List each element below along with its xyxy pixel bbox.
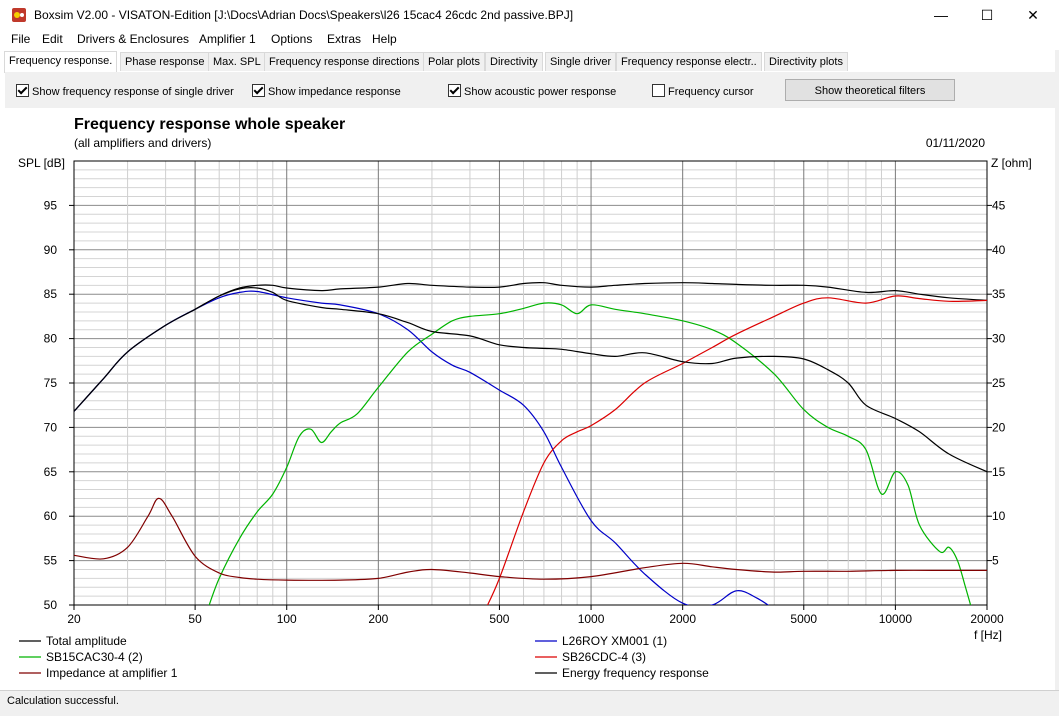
impedance-label: Show impedance response: [268, 86, 401, 98]
menu-file[interactable]: File: [11, 32, 31, 46]
series-line-impedance-at-amplifier-1: [74, 497, 987, 581]
y2-tick-label: 15: [992, 465, 1006, 479]
y-tick-label: 95: [44, 198, 58, 212]
acoustic-power-label: Show acoustic power response: [464, 86, 617, 98]
y-tick-label: 55: [44, 554, 58, 568]
y-tick-label: 70: [44, 420, 58, 434]
frequency-cursor-checkbox[interactable]: Frequency cursor: [652, 84, 754, 98]
y-tick-label: 90: [44, 243, 58, 257]
chart-grid: [73, 160, 988, 606]
menu-amplifier[interactable]: Amplifier 1: [199, 32, 256, 46]
y2-tick-label: 35: [992, 287, 1006, 301]
window-right-border: [1055, 50, 1059, 690]
checkbox-unchecked-icon[interactable]: [652, 84, 665, 97]
x-tick-label: 2000: [669, 612, 696, 626]
options-bar: Show frequency response of single driver…: [5, 72, 1055, 108]
y-tick-label: 85: [44, 287, 58, 301]
y-tick-label: 75: [44, 376, 58, 390]
x-tick-label: 20000: [970, 612, 1004, 626]
legend-label: Impedance at amplifier 1: [46, 666, 178, 680]
maximize-button[interactable]: ☐: [980, 7, 994, 23]
frequency-cursor-label: Frequency cursor: [668, 86, 754, 98]
y2-axis-label: Z [ohm]: [991, 156, 1032, 170]
x-axis-label: f [Hz]: [974, 628, 1002, 642]
series-line-energy-frequency-response: [74, 287, 987, 473]
chart-legend: Total amplitude SB15CAC30-4 (2) Impedance …: [19, 634, 709, 680]
chart-subtitle: (all amplifiers and drivers): [74, 136, 211, 150]
chart-ticks: 50 55 60 65 70 75 80 85 90 95 5 10 15 20 25 30 35 40 45 20 5…: [44, 198, 1006, 626]
chart-date: 01/11/2020: [926, 136, 985, 150]
frequency-response-chart: Frequency response whole speaker (all am…: [18, 116, 1032, 680]
tab-directivity[interactable]: Directivity: [485, 52, 543, 71]
single-driver-label: Show frequency response of single driver: [32, 86, 234, 98]
x-tick-label: 100: [277, 612, 297, 626]
tab-max-spl[interactable]: Max. SPL: [208, 52, 266, 71]
series-line-l26roy-xm001-1: [74, 290, 770, 605]
legend-label: SB15CAC30-4 (2): [46, 650, 143, 664]
y2-tick-label: 20: [992, 420, 1006, 434]
menu-help[interactable]: Help: [372, 32, 397, 46]
menu-extras[interactable]: Extras: [327, 32, 362, 46]
y2-tick-label: 5: [992, 554, 999, 568]
y-tick-label: 50: [44, 598, 58, 612]
plot-area: Frequency response whole speaker (all am…: [5, 108, 1055, 690]
series-line-sb26cdc-4-3: [486, 295, 987, 605]
x-tick-label: 50: [188, 612, 202, 626]
menu-edit[interactable]: Edit: [42, 32, 63, 46]
tab-frequency-response-directions[interactable]: Frequency response directions: [264, 52, 425, 71]
y-tick-label: 65: [44, 465, 58, 479]
y2-tick-label: 10: [992, 509, 1006, 523]
x-tick-label: 10000: [879, 612, 913, 626]
tab-bar: Frequency response. Phase response Max. …: [4, 51, 1055, 73]
minimize-button[interactable]: —: [934, 7, 948, 23]
status-bar: Calculation successful.: [0, 690, 1059, 711]
x-tick-label: 20: [67, 612, 81, 626]
checkbox-checked-icon[interactable]: [16, 84, 29, 97]
x-tick-label: 500: [489, 612, 509, 626]
tab-frequency-response-electrical[interactable]: Frequency response electr..: [616, 52, 762, 71]
close-button[interactable]: ✕: [1027, 7, 1039, 23]
tab-single-driver[interactable]: Single driver: [545, 52, 617, 71]
y2-tick-label: 40: [992, 243, 1006, 257]
impedance-checkbox[interactable]: Show impedance response: [252, 84, 401, 98]
single-driver-checkbox[interactable]: Show frequency response of single driver: [16, 84, 234, 98]
menu-drivers-enclosures[interactable]: Drivers & Enclosures: [77, 32, 190, 46]
y2-tick-label: 25: [992, 376, 1006, 390]
status-text: Calculation successful.: [7, 695, 119, 707]
bottom-strip: [0, 710, 1059, 716]
series-line-sb15cac30-4-2: [208, 302, 972, 605]
window-title: Boxsim V2.00 - VISATON-Edition [J:\Docs\…: [34, 8, 574, 22]
legend-label: SB26CDC-4 (3): [562, 650, 646, 664]
tab-polar-plots[interactable]: Polar plots: [423, 52, 485, 71]
legend-label: L26ROY XM001 (1): [562, 634, 667, 648]
y-tick-label: 80: [44, 332, 58, 346]
y-axis-label: SPL [dB]: [18, 156, 65, 170]
chart-title: Frequency response whole speaker: [74, 116, 345, 133]
tab-frequency-response[interactable]: Frequency response.: [4, 51, 118, 72]
menu-bar: File Edit Drivers & Enclosures Amplifier…: [0, 30, 1059, 50]
x-tick-label: 5000: [790, 612, 817, 626]
tab-directivity-plots[interactable]: Directivity plots: [764, 52, 848, 71]
x-tick-label: 200: [368, 612, 388, 626]
legend-label: Energy frequency response: [562, 666, 709, 680]
x-tick-label: 1000: [578, 612, 605, 626]
checkbox-checked-icon[interactable]: [448, 84, 461, 97]
acoustic-power-checkbox[interactable]: Show acoustic power response: [448, 84, 616, 98]
app-icon: [12, 8, 26, 22]
checkbox-checked-icon[interactable]: [252, 84, 265, 97]
chart-lines: [74, 282, 987, 605]
y2-tick-label: 30: [992, 332, 1006, 346]
show-theoretical-filters-button[interactable]: Show theoretical filters: [785, 79, 955, 101]
tab-phase-response[interactable]: Phase response: [120, 52, 210, 71]
y2-tick-label: 45: [992, 198, 1006, 212]
legend-label: Total amplitude: [46, 634, 127, 648]
y-tick-label: 60: [44, 509, 58, 523]
menu-options[interactable]: Options: [271, 32, 313, 46]
title-bar: Boxsim V2.00 - VISATON-Edition [J:\Docs\…: [0, 0, 1059, 30]
